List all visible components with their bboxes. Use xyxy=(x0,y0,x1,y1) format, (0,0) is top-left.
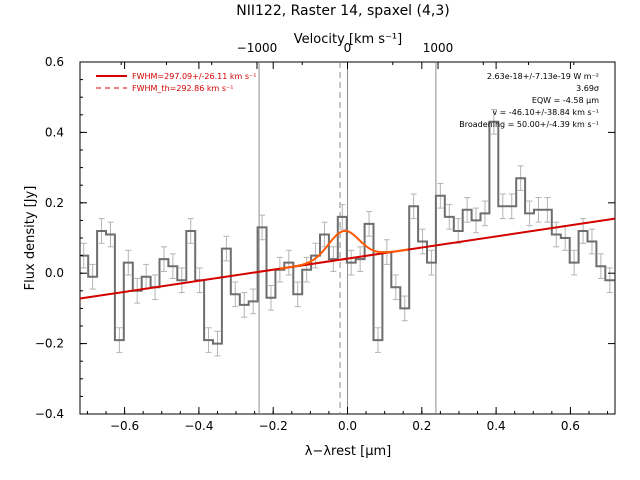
y-tick-label: 0.6 xyxy=(45,55,64,69)
legend: FWHM=297.09+/-26.11 km s⁻¹ FWHM_th=292.8… xyxy=(96,72,256,93)
x-tick-label: −0.6 xyxy=(110,419,139,433)
y-tick-label: 0.2 xyxy=(45,196,64,210)
left-axis: −0.4 −0.2 0.0 0.2 0.4 0.6 xyxy=(35,55,615,421)
gaussian-fit-line xyxy=(279,229,408,270)
top-axis-label: Velocity [km s⁻¹] xyxy=(294,32,402,47)
annotation-eqw: EQW = -4.58 μm xyxy=(532,96,599,105)
legend-label-fwhm: FWHM=297.09+/-26.11 km s⁻¹ xyxy=(132,72,256,81)
fit-annotations: 2.63e-18+/-7.13e-19 W m⁻² 3.69σ EQW = -4… xyxy=(459,72,599,129)
x-tick-label: −0.4 xyxy=(184,419,213,433)
x-tick-label: 0.2 xyxy=(412,419,431,433)
x2-tick-label: −1000 xyxy=(237,41,278,55)
y-tick-label: −0.4 xyxy=(35,407,64,421)
x2-tick-label: 0 xyxy=(344,41,352,55)
y-tick-label: −0.2 xyxy=(35,337,64,351)
data-series xyxy=(79,120,616,345)
annotation-broadening: Broadening = 50.00+/-4.39 km s⁻¹ xyxy=(459,120,599,129)
annotation-sigma: 3.69σ xyxy=(576,84,599,93)
y-tick-label: 0.4 xyxy=(45,125,64,139)
annotation-velocity: v = -46.10+/-38.84 km s⁻¹ xyxy=(492,108,599,117)
x-tick-label: 0.4 xyxy=(487,419,506,433)
continuum-fit-line xyxy=(79,217,616,300)
chart-title: NII122, Raster 14, spaxel (4,3) xyxy=(236,3,449,19)
x-axis-label: λ−λrest [μm] xyxy=(305,444,391,459)
y-tick-label: 0.0 xyxy=(45,266,64,280)
y-axis-label: Flux density [Jy] xyxy=(23,186,38,291)
x2-tick-label: 1000 xyxy=(423,41,454,55)
x-tick-label: −0.2 xyxy=(259,419,288,433)
legend-label-fwhm-th: FWHM_th=292.86 km s⁻¹ xyxy=(132,84,233,93)
x-tick-label: 0.6 xyxy=(561,419,580,433)
top-axis: −1000 0 1000 xyxy=(120,41,575,69)
x-tick-label: 0.0 xyxy=(338,419,357,433)
spectrum-step-line xyxy=(80,120,615,345)
annotation-flux: 2.63e-18+/-7.13e-19 W m⁻² xyxy=(487,72,599,81)
bottom-axis: −0.6 −0.4 −0.2 0.0 0.2 0.4 0.6 xyxy=(86,62,609,433)
